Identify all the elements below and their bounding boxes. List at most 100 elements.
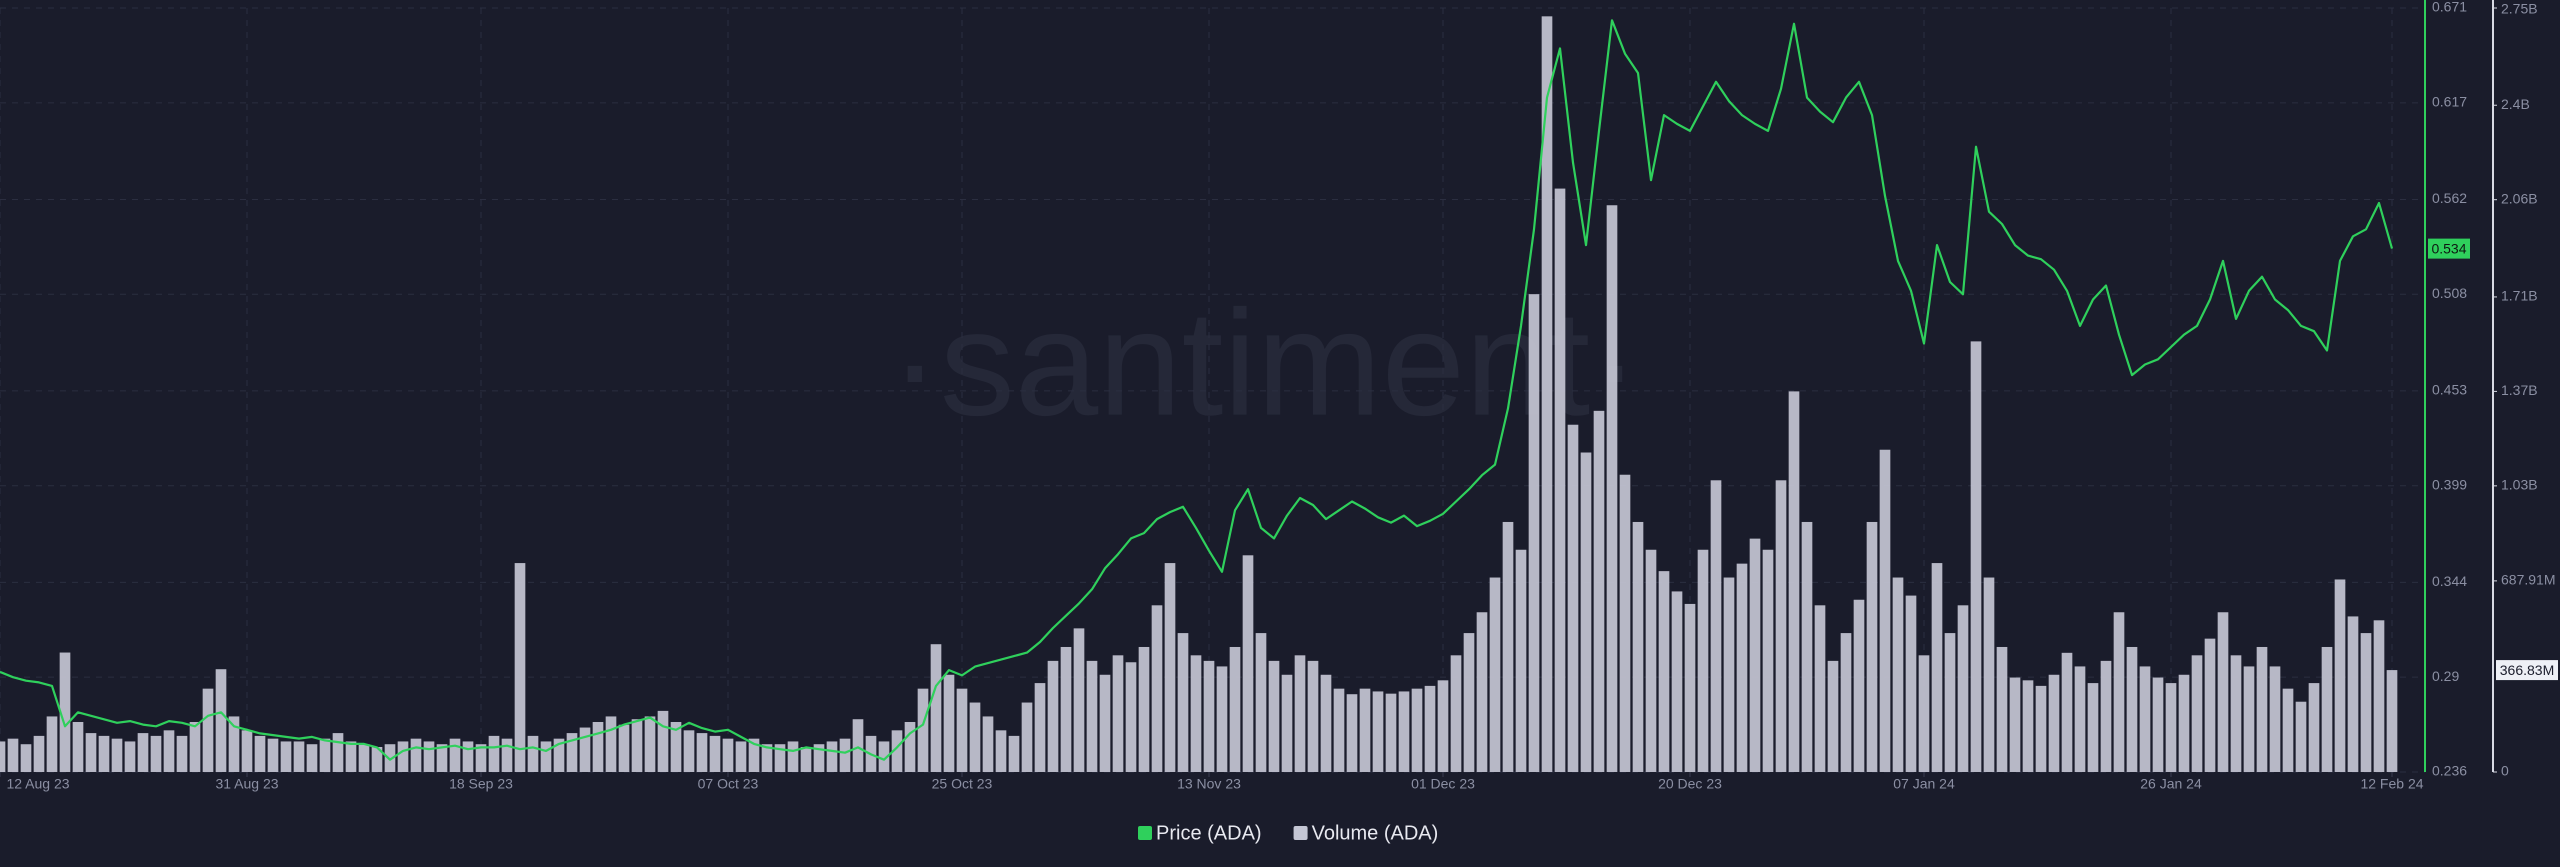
- x-tick-label: 13 Nov 23: [1177, 776, 1241, 792]
- volume-bar: [1931, 563, 1943, 772]
- volume-bar: [98, 735, 110, 772]
- volume-bar: [1710, 480, 1722, 772]
- y-tick-label: 0.29: [2432, 668, 2459, 684]
- volume-bar: [2022, 680, 2034, 772]
- price-marker-box: [2428, 238, 2470, 259]
- volume-bar: [137, 733, 149, 772]
- volume-bar: [436, 744, 448, 772]
- volume-bar: [2204, 638, 2216, 772]
- volume-bar: [1879, 449, 1891, 772]
- volume-bar: [1476, 612, 1488, 772]
- volume-bar: [2191, 655, 2203, 772]
- volume-bar: [722, 738, 734, 772]
- volume-bar: [774, 744, 786, 772]
- y2-tick-label: 1.03B: [2501, 477, 2538, 493]
- y-tick-label: 0.236: [2432, 763, 2467, 779]
- volume-bar: [0, 741, 6, 772]
- volume-bar: [163, 730, 175, 772]
- volume-bar: [1359, 688, 1371, 772]
- volume-bar: [1736, 563, 1748, 772]
- legend-swatch[interactable]: [1293, 826, 1308, 840]
- volume-bar: [735, 741, 747, 772]
- x-tick-label: 18 Sep 23: [449, 776, 513, 792]
- volume-bar: [1489, 577, 1501, 772]
- volume-bar: [1281, 674, 1293, 772]
- y-tick-label: 0.562: [2432, 190, 2467, 206]
- volume-bar: [1996, 646, 2008, 772]
- volume-bar: [1918, 655, 1930, 772]
- volume-bar: [1450, 655, 1462, 772]
- volume-bar: [1853, 599, 1865, 772]
- volume-bar: [1944, 633, 1956, 772]
- volume-bar: [2321, 646, 2333, 772]
- volume-bar: [618, 724, 630, 772]
- volume-bar: [189, 721, 201, 772]
- volume-bar: [293, 741, 305, 772]
- volume-bar: [1034, 683, 1046, 772]
- volume-bar: [7, 738, 19, 772]
- volume-bar: [1229, 646, 1241, 772]
- volume-bar: [371, 746, 383, 772]
- volume-bar: [2386, 670, 2398, 772]
- volume-bar: [1983, 577, 1995, 772]
- volume-bar: [1723, 577, 1735, 772]
- volume-bar: [2295, 701, 2307, 772]
- volume-bar: [1255, 633, 1267, 772]
- volume-bar: [1411, 688, 1423, 772]
- x-tick-label: 25 Oct 23: [932, 776, 993, 792]
- x-tick-label: 31 Aug 23: [215, 776, 278, 792]
- volume-bar: [1697, 549, 1709, 772]
- volume-bar: [2048, 674, 2060, 772]
- volume-bar: [1905, 595, 1917, 772]
- volume-bar: [1437, 680, 1449, 772]
- x-tick-label: 07 Oct 23: [698, 776, 759, 792]
- volume-bar: [826, 741, 838, 772]
- volume-bar: [358, 744, 370, 772]
- legend-swatch[interactable]: [1138, 826, 1152, 840]
- volume-bar: [410, 738, 422, 772]
- volume-bar: [2035, 685, 2047, 772]
- legend-label[interactable]: Volume (ADA): [1312, 822, 1439, 844]
- volume-bar: [2009, 677, 2021, 772]
- volume-bar: [59, 652, 71, 772]
- y2-tick-label: 2.4B: [2501, 96, 2530, 112]
- volume-bar: [2230, 655, 2242, 772]
- volume-bar: [1073, 628, 1085, 772]
- volume-bar: [1294, 655, 1306, 772]
- volume-marker-box: [2496, 660, 2558, 681]
- volume-bar: [475, 744, 487, 772]
- volume-bar: [1138, 646, 1150, 772]
- volume-bar: [1827, 660, 1839, 772]
- legend-label[interactable]: Price (ADA): [1156, 822, 1262, 844]
- volume-bar: [397, 741, 409, 772]
- volume-bar: [631, 719, 643, 772]
- volume-bar: [709, 735, 721, 772]
- y-tick-label: 0.671: [2432, 0, 2467, 15]
- volume-bar: [254, 735, 266, 772]
- volume-bar: [969, 702, 981, 772]
- watermark: ·santiment·: [890, 279, 1640, 447]
- volume-bar: [657, 710, 669, 772]
- volume-bar: [1866, 521, 1878, 772]
- volume-bar: [1346, 694, 1358, 772]
- volume-bar: [1177, 633, 1189, 772]
- y-tick-label: 0.399: [2432, 476, 2467, 492]
- volume-bar: [995, 730, 1007, 772]
- volume-bar: [2061, 652, 2073, 772]
- volume-bar: [384, 744, 396, 772]
- volume-bar: [2178, 674, 2190, 772]
- price-marker-label: 0.534: [2431, 240, 2466, 256]
- volume-bar: [423, 741, 435, 772]
- x-tick-label: 12 Feb 24: [2360, 776, 2423, 792]
- volume-bar: [1762, 549, 1774, 772]
- y-tick-label: 0.344: [2432, 573, 2467, 589]
- volume-bar: [2087, 683, 2099, 772]
- volume-bar: [319, 738, 331, 772]
- x-tick-label: 12 Aug 23: [6, 776, 69, 792]
- volume-bar: [1502, 521, 1514, 772]
- volume-bar: [761, 744, 773, 772]
- volume-bar: [306, 744, 318, 772]
- volume-bar: [2269, 666, 2281, 772]
